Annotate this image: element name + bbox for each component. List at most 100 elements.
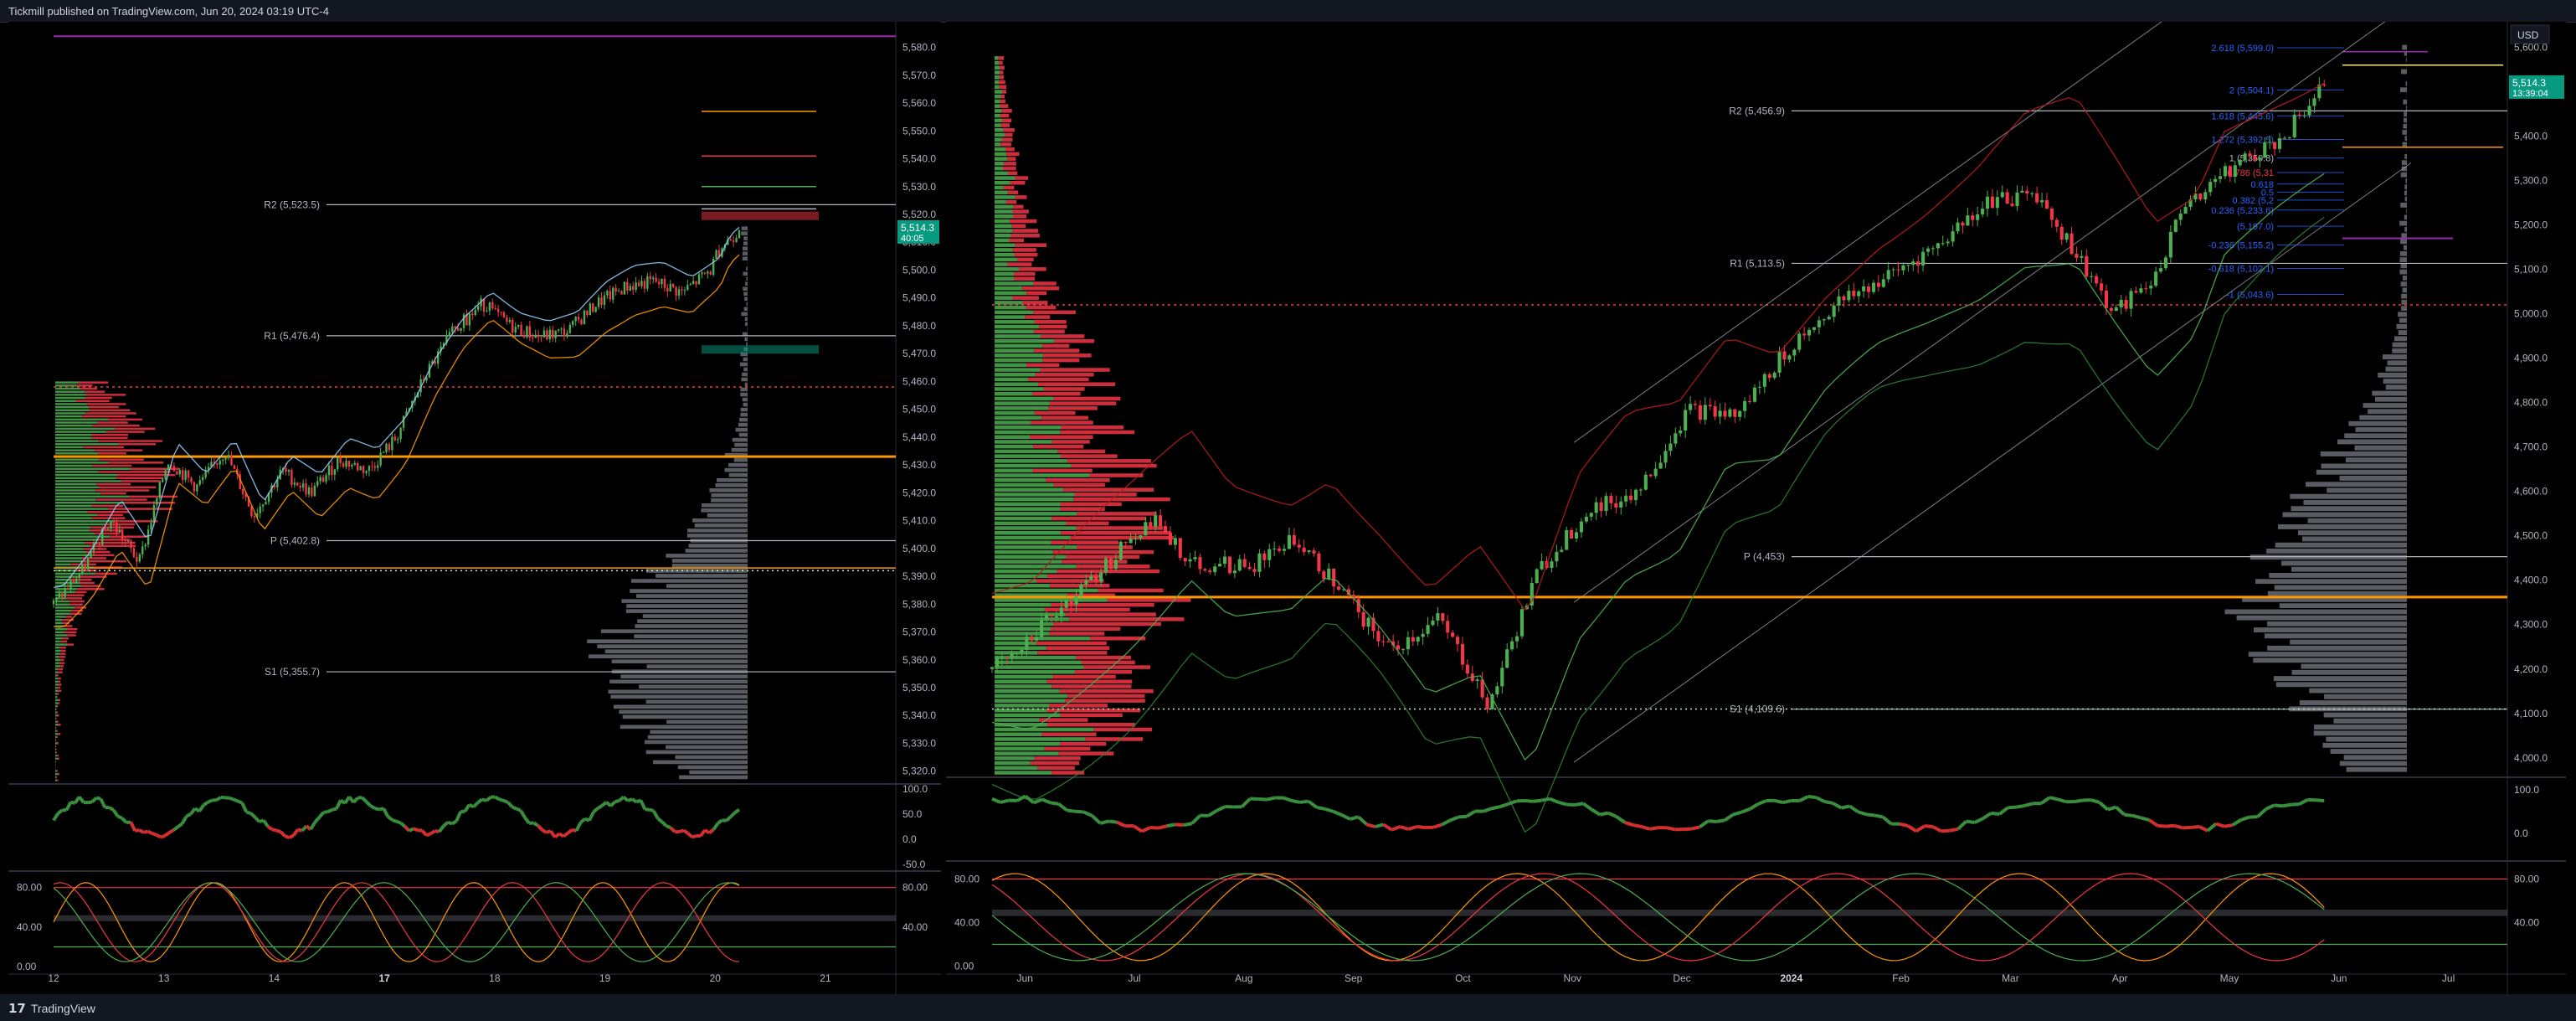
vwap-line: [53, 226, 740, 589]
candle-body: [635, 282, 637, 291]
upper-band: [991, 82, 2325, 611]
volume-profile-down-row: [1047, 723, 1136, 727]
volume-profile-up-row: [995, 320, 1035, 324]
last-price-countdown: 13:39:04: [2512, 89, 2548, 99]
candle-body: [586, 310, 589, 315]
publish-header: Tickmill published on TradingView.com, J…: [0, 0, 2576, 23]
candle-body: [727, 240, 729, 245]
candle-body: [1040, 619, 1044, 638]
volume-profile-up-row: [995, 128, 1004, 132]
osc1-segment: [1848, 804, 1859, 813]
candle-body: [1490, 694, 1494, 709]
volume-profile-down-row: [1012, 248, 1036, 252]
candle-body: [2214, 178, 2218, 183]
candle-body: [508, 319, 512, 322]
osc1-segment: [313, 816, 321, 823]
price-tick-label: 5,300.0: [2514, 175, 2548, 187]
candle-body: [434, 361, 436, 364]
volume-profile-up-row: [995, 699, 1066, 703]
volume-profile-down-row: [58, 668, 64, 671]
osc1-segment: [649, 807, 655, 812]
volume-profile-up-row: [995, 291, 1027, 296]
osc1-segment: [1533, 798, 1542, 803]
brand[interactable]: 17 TradingView: [8, 1001, 95, 1016]
volume-profile-down-row: [81, 415, 126, 418]
volume-profile-down-row: [55, 717, 57, 720]
candle-body: [1684, 410, 1688, 431]
candle-body: [2198, 193, 2203, 200]
candle-body: [1500, 668, 1504, 687]
candle-body: [597, 297, 600, 307]
candle-body: [319, 477, 321, 482]
volume-profile-up-row: [995, 632, 1050, 636]
volume-profile-down-row: [58, 671, 63, 673]
volume-profile-up-row: [995, 209, 1013, 214]
candle-body: [1777, 351, 1782, 373]
candle-body: [327, 465, 331, 476]
volume-profile-down-row: [85, 412, 136, 415]
candle-body: [1074, 596, 1078, 606]
candle-body: [64, 588, 66, 597]
volume-profile-down-row: [1004, 162, 1016, 166]
currency-label: USD: [2517, 29, 2539, 41]
volume-profile-up-row: [55, 557, 83, 559]
volume-profile-up-row: [55, 745, 56, 748]
candle-body: [1540, 560, 1544, 570]
volume-profile-down-row: [92, 517, 126, 519]
volume-profile-up-row: [55, 421, 98, 424]
candle-body: [1643, 474, 1648, 490]
volume-profile-down-row: [1039, 718, 1088, 722]
volume-profile-up-row: [995, 473, 1090, 477]
volume-profile-down-row: [1007, 190, 1019, 194]
price-tick-label: 5,560.0: [902, 97, 936, 109]
candle-body: [1679, 431, 1683, 434]
candle-body: [2075, 253, 2079, 258]
candle-body: [1648, 474, 1653, 477]
candle-body: [1485, 697, 1489, 709]
volume-profile-up-row: [995, 348, 1035, 353]
osc1-segment: [1966, 819, 1975, 825]
candle-body: [164, 470, 167, 480]
volume-profile-down-row: [1060, 741, 1107, 746]
candle-body: [454, 326, 456, 328]
time-tick-label: Jun: [1017, 972, 1033, 984]
trend-channel-line: [1573, 162, 2412, 763]
volume-profile-up-row: [995, 688, 1060, 694]
chart-canvas[interactable]: 5,580.0 5,570.0 5,560.0 5,550.0 5,540.0 5,530…: [0, 22, 2576, 994]
osc1-segment: [1649, 826, 1658, 831]
volume-profile-up-row: [55, 508, 109, 510]
candle-body: [1674, 433, 1678, 444]
footer-bar: 17 TradingView: [0, 994, 2576, 1021]
osc1-segment: [138, 828, 145, 834]
time-tick-label: Feb: [1892, 972, 1910, 984]
volume-profile-down-row: [59, 647, 66, 649]
candle-body: [1812, 327, 1817, 330]
candle-body: [196, 484, 198, 492]
candle-body: [2307, 106, 2311, 116]
candle-body: [1351, 595, 1355, 600]
price-tick-label: 5,440.0: [902, 431, 936, 443]
osc1-segment: [678, 828, 685, 834]
candle-body: [176, 471, 178, 475]
candle-body: [1668, 443, 1673, 451]
osc1-segment: [193, 807, 201, 813]
volume-profile-up-row: [55, 776, 57, 779]
candle-body: [78, 574, 81, 579]
candle-body: [325, 475, 327, 482]
osc1-segment: [1757, 799, 1767, 806]
osc1-segment: [656, 817, 664, 823]
price-tick-label: 5,000.0: [2514, 308, 2548, 320]
candle-body: [2064, 233, 2069, 240]
volume-profile-up-row: [995, 670, 1075, 674]
candle-body: [1103, 559, 1108, 573]
osc1-segment: [532, 821, 539, 828]
volume-profile-up-row: [995, 588, 1098, 593]
candle-body: [681, 289, 683, 291]
volume-profile-down-row: [56, 695, 58, 699]
osc1-segment: [198, 804, 205, 812]
volume-profile-up-row: [55, 631, 64, 634]
price-tick-label: 5,580.0: [902, 42, 936, 54]
volume-profile-down-row: [80, 387, 98, 390]
volume-profile-down-row: [124, 501, 175, 504]
volume-profile-up-row: [55, 640, 60, 643]
